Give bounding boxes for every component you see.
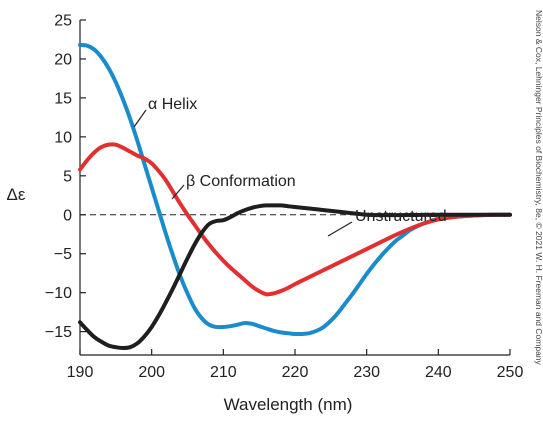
x-tick-label: 240 [425,364,452,381]
series-line-beta-conformation [78,142,512,297]
axes: 25 20 15 10 5 0 −5 −10 −15 190 200 210 220 230 240 250 [45,13,524,382]
x-tick-label: 190 [67,364,94,381]
x-tick-label: 200 [138,364,165,381]
x-tick-label: 250 [497,364,524,381]
y-tick-label: −5 [54,246,72,263]
y-tick-label: 15 [54,90,72,107]
series-label-unstructured: Unstructured [355,208,447,225]
y-tick-label: 20 [54,51,72,68]
series-label-alpha-helix: α Helix [148,96,197,113]
y-tick-label: −15 [45,324,72,341]
leader-line-alpha-helix [133,109,147,128]
series-labels: α Helix β Conformation Unstructured [133,96,447,237]
y-tick-label: 10 [54,129,72,146]
series-group [78,42,512,350]
y-tick-label: −10 [45,285,72,302]
y-tick-label: 5 [63,168,72,185]
x-tick-label: 220 [282,364,309,381]
y-tick-label: 0 [63,207,72,224]
x-axis-title: Wavelength (nm) [224,395,353,414]
y-tick-label: 25 [54,13,72,30]
x-tick-label: 210 [210,364,237,381]
credit-line: Nelson & Cox, Lehninger Principles of Bi… [534,10,543,366]
leader-line-beta-conformation [171,184,185,200]
series-label-beta-conformation: β Conformation [186,173,296,190]
y-axis-title: Δε [7,185,26,204]
series-line-unstructured [78,203,512,350]
x-tick-label: 230 [353,364,380,381]
leader-line-unstructured [327,221,353,237]
